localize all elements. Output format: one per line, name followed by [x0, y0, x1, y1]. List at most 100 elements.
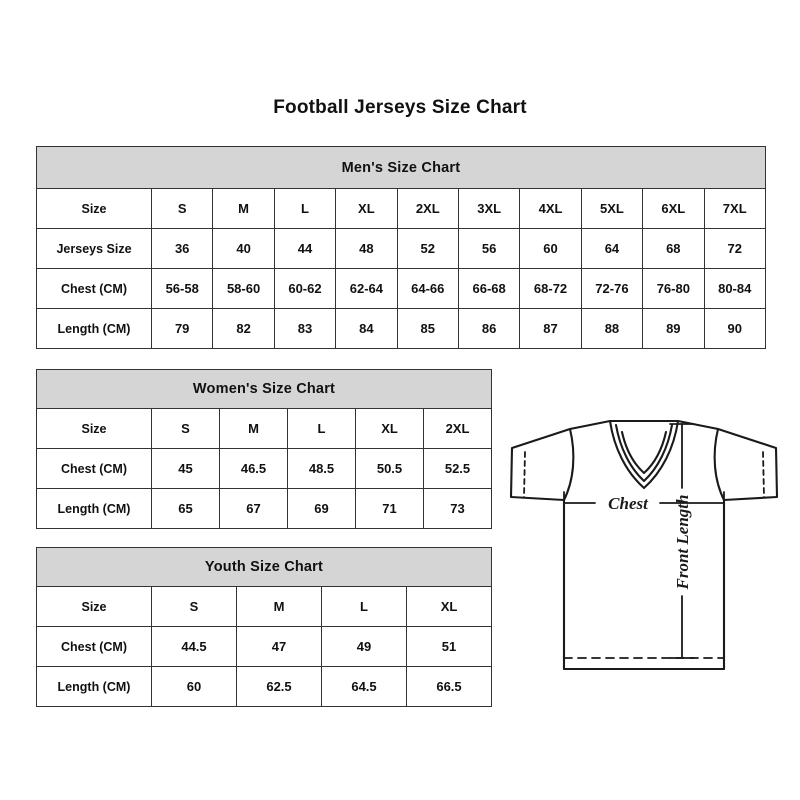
table-cell: 62-64 — [335, 268, 398, 309]
table-cell: 36 — [150, 228, 214, 269]
right-armhole-seam — [713, 427, 726, 502]
mens-size-3xl: 3XL — [457, 188, 521, 229]
table-cell: 90 — [703, 308, 766, 349]
mens-size-s: S — [150, 188, 214, 229]
table-cell: 49 — [321, 626, 407, 667]
youth-size-table: Youth Size Chart Size S M L XL Chest (CM… — [36, 547, 492, 707]
table-row: Chest (CM) 45 46.5 48.5 50.5 52.5 — [36, 448, 492, 489]
youth-size-xl: XL — [406, 586, 492, 627]
table-cell: 73 — [423, 488, 492, 529]
table-row: Length (CM) 79 82 83 84 85 86 87 88 89 9… — [36, 308, 766, 349]
table-cell: 56-58 — [150, 268, 214, 309]
left-cuff-stitch-dashed — [523, 451, 526, 498]
table-cell: 45 — [151, 448, 220, 489]
table-cell: 80-84 — [703, 268, 766, 309]
table-cell: 48 — [335, 228, 398, 269]
table-header-banner-row: Youth Size Chart — [36, 547, 492, 587]
mens-size-7xl: 7XL — [703, 188, 766, 229]
womens-size-m: M — [219, 408, 288, 449]
table-row: Chest (CM) 44.5 47 49 51 — [36, 626, 492, 667]
row-label-length: Length (CM) — [36, 308, 152, 349]
table-cell: 66.5 — [406, 666, 492, 707]
youth-chart-banner: Youth Size Chart — [36, 547, 492, 587]
table-cell: 65 — [151, 488, 220, 529]
right-sleeve-outline — [676, 419, 779, 502]
v-neck-inner-1 — [614, 423, 674, 483]
table-row: Size S M L XL — [36, 586, 492, 627]
table-cell: 64 — [580, 228, 644, 269]
row-label-jerseys-size: Jerseys Size — [36, 228, 152, 269]
table-cell: 46.5 — [219, 448, 288, 489]
table-cell: 72-76 — [580, 268, 644, 309]
table-header-banner-row: Men's Size Chart — [36, 146, 766, 189]
table-cell: 52 — [396, 228, 459, 269]
table-row: Size S M L XL 2XL 3XL 4XL 5XL 6XL 7XL — [36, 188, 766, 229]
table-cell: 44.5 — [151, 626, 237, 667]
table-cell: 79 — [150, 308, 214, 349]
mens-chart-banner: Men's Size Chart — [36, 146, 766, 189]
table-cell: 72 — [703, 228, 766, 269]
table-cell: 62.5 — [236, 666, 322, 707]
row-label-size: Size — [36, 408, 152, 449]
table-cell: 68-72 — [519, 268, 582, 309]
table-cell: 68 — [642, 228, 705, 269]
table-cell: 51 — [406, 626, 492, 667]
table-cell: 83 — [273, 308, 337, 349]
womens-size-xl: XL — [355, 408, 424, 449]
table-cell: 67 — [219, 488, 288, 529]
v-neck-outer — [608, 419, 680, 490]
table-cell: 71 — [355, 488, 424, 529]
front-length-measurement-label: Front Length — [673, 495, 692, 591]
table-cell: 82 — [212, 308, 275, 349]
table-cell: 76-80 — [642, 268, 705, 309]
mens-size-6xl: 6XL — [642, 188, 705, 229]
table-cell: 64.5 — [321, 666, 407, 707]
left-sleeve-outline — [509, 419, 612, 502]
table-cell: 86 — [457, 308, 521, 349]
womens-size-l: L — [287, 408, 356, 449]
table-cell: 84 — [335, 308, 398, 349]
table-row: Jerseys Size 36 40 44 48 52 56 60 64 68 … — [36, 228, 766, 269]
mens-size-5xl: 5XL — [580, 188, 644, 229]
table-cell: 64-66 — [396, 268, 459, 309]
table-cell: 50.5 — [355, 448, 424, 489]
table-cell: 85 — [396, 308, 459, 349]
table-cell: 47 — [236, 626, 322, 667]
chest-measurement-label: Chest — [608, 494, 649, 513]
jersey-measurement-diagram: Chest Front Length — [498, 396, 790, 686]
table-cell: 60-62 — [273, 268, 337, 309]
table-cell: 52.5 — [423, 448, 492, 489]
row-label-chest: Chest (CM) — [36, 626, 152, 667]
table-cell: 66-68 — [457, 268, 521, 309]
table-row: Chest (CM) 56-58 58-60 60-62 62-64 64-66… — [36, 268, 766, 309]
table-row: Length (CM) 60 62.5 64.5 66.5 — [36, 666, 492, 707]
row-label-size: Size — [36, 586, 152, 627]
table-cell: 40 — [212, 228, 275, 269]
womens-chart-banner: Women's Size Chart — [36, 369, 492, 409]
youth-size-m: M — [236, 586, 322, 627]
row-label-length: Length (CM) — [36, 666, 152, 707]
table-row: Length (CM) 65 67 69 71 73 — [36, 488, 492, 529]
mens-size-xl: XL — [335, 188, 398, 229]
table-header-banner-row: Women's Size Chart — [36, 369, 492, 409]
row-label-size: Size — [36, 188, 152, 229]
table-cell: 89 — [642, 308, 705, 349]
youth-size-l: L — [321, 586, 407, 627]
mens-size-m: M — [212, 188, 275, 229]
table-cell: 87 — [519, 308, 582, 349]
table-cell: 56 — [457, 228, 521, 269]
mens-size-2xl: 2XL — [396, 188, 459, 229]
table-cell: 69 — [287, 488, 356, 529]
row-label-length: Length (CM) — [36, 488, 152, 529]
mens-size-table: Men's Size Chart Size S M L XL 2XL 3XL 4… — [36, 146, 766, 349]
v-neck-inner-2 — [620, 430, 668, 475]
table-cell: 58-60 — [212, 268, 275, 309]
table-row: Size S M L XL 2XL — [36, 408, 492, 449]
table-cell: 88 — [580, 308, 644, 349]
left-armhole-seam — [562, 427, 575, 502]
table-cell: 60 — [519, 228, 582, 269]
womens-size-s: S — [151, 408, 220, 449]
right-cuff-stitch-dashed — [762, 451, 765, 498]
tshirt-outline-icon: Chest Front Length — [509, 419, 779, 671]
womens-size-2xl: 2XL — [423, 408, 492, 449]
